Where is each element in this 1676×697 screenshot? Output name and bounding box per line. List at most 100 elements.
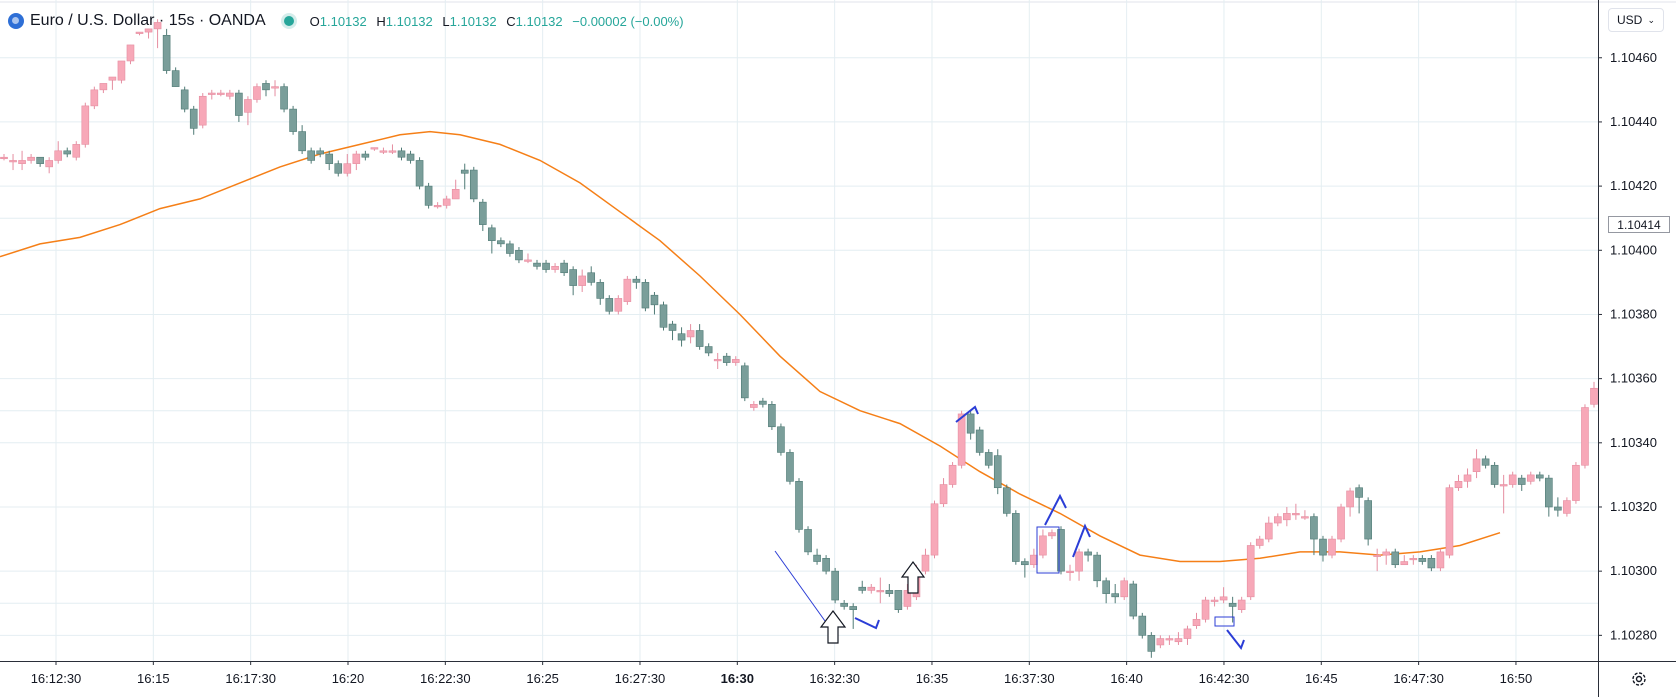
candle[interactable] xyxy=(1436,548,1445,572)
candle[interactable] xyxy=(370,147,379,151)
candle[interactable] xyxy=(1292,503,1300,520)
candle[interactable] xyxy=(686,324,695,344)
candle[interactable] xyxy=(1002,484,1011,517)
candle[interactable] xyxy=(939,478,948,507)
candle[interactable] xyxy=(18,150,26,171)
candle[interactable] xyxy=(1535,471,1544,482)
candle[interactable] xyxy=(1590,381,1598,408)
candle[interactable] xyxy=(668,320,677,341)
candle[interactable] xyxy=(352,150,361,171)
candle[interactable] xyxy=(244,96,252,126)
candle[interactable] xyxy=(587,266,596,286)
candle[interactable] xyxy=(126,44,135,65)
candle[interactable] xyxy=(72,141,81,161)
candle[interactable] xyxy=(1039,529,1047,559)
pen-stroke-drawing-4[interactable] xyxy=(854,617,880,630)
candle[interactable] xyxy=(27,154,35,164)
candle[interactable] xyxy=(1472,449,1481,479)
candle[interactable] xyxy=(415,157,424,190)
candle[interactable] xyxy=(1490,462,1499,488)
candle[interactable] xyxy=(1165,635,1174,645)
candle[interactable] xyxy=(858,580,867,594)
candle[interactable] xyxy=(948,462,957,488)
candle[interactable] xyxy=(759,397,767,408)
candle[interactable] xyxy=(488,224,496,254)
candle[interactable] xyxy=(966,410,975,440)
candle[interactable] xyxy=(921,548,930,575)
candle[interactable] xyxy=(460,163,469,190)
candle[interactable] xyxy=(1517,474,1526,491)
candle[interactable] xyxy=(379,147,388,155)
pen-stroke-drawing-5[interactable] xyxy=(1226,629,1245,651)
candle[interactable] xyxy=(614,295,623,315)
candle[interactable] xyxy=(1219,587,1228,604)
candle[interactable] xyxy=(677,327,686,347)
candle[interactable] xyxy=(1274,513,1282,527)
candle[interactable] xyxy=(1264,516,1273,543)
candle[interactable] xyxy=(1346,487,1354,517)
candle[interactable] xyxy=(1201,596,1210,623)
candle[interactable] xyxy=(406,150,415,164)
candle[interactable] xyxy=(153,19,162,49)
candle[interactable] xyxy=(217,89,225,97)
candle[interactable] xyxy=(885,583,894,597)
candle[interactable] xyxy=(36,156,44,167)
candle[interactable] xyxy=(632,275,641,289)
candle[interactable] xyxy=(786,449,794,485)
candle[interactable] xyxy=(1120,577,1129,601)
candle[interactable] xyxy=(849,603,858,629)
candle[interactable] xyxy=(1427,555,1436,572)
candle[interactable] xyxy=(1554,497,1562,517)
candle[interactable] xyxy=(1373,548,1381,572)
candle[interactable] xyxy=(1563,497,1571,517)
candle[interactable] xyxy=(1174,632,1183,645)
candle[interactable] xyxy=(0,154,8,161)
candle[interactable] xyxy=(451,179,460,200)
candle[interactable] xyxy=(162,28,171,74)
candle[interactable] xyxy=(1463,468,1472,488)
pen-stroke-drawing-1[interactable] xyxy=(955,405,979,423)
candle[interactable] xyxy=(750,401,758,411)
candle[interactable] xyxy=(813,548,821,565)
candle[interactable] xyxy=(54,141,63,164)
candle[interactable] xyxy=(9,154,17,171)
candle[interactable] xyxy=(1012,510,1020,565)
candle[interactable] xyxy=(650,291,659,315)
candle[interactable] xyxy=(795,478,803,533)
candle[interactable] xyxy=(569,266,577,296)
candle[interactable] xyxy=(659,301,668,331)
candle[interactable] xyxy=(1075,548,1083,581)
candle[interactable] xyxy=(975,426,984,456)
symbol-title[interactable]: Euro / U.S. Dollar · 15s · OANDA xyxy=(30,12,266,29)
candle[interactable] xyxy=(361,150,370,161)
candle[interactable] xyxy=(1301,510,1309,520)
candle[interactable] xyxy=(1156,635,1165,649)
candle[interactable] xyxy=(1255,535,1264,549)
candle[interactable] xyxy=(189,105,198,135)
candle[interactable] xyxy=(1328,535,1336,559)
candle[interactable] xyxy=(1183,625,1192,645)
arrow-up-outline-icon[interactable] xyxy=(900,560,926,594)
candle[interactable] xyxy=(704,343,713,357)
candle[interactable] xyxy=(469,166,478,203)
candle[interactable] xyxy=(876,577,885,604)
candle[interactable] xyxy=(343,154,352,177)
candle[interactable] xyxy=(1066,564,1074,581)
candle[interactable] xyxy=(578,269,586,292)
candle[interactable] xyxy=(804,526,812,556)
highlight-box-drawing-2[interactable] xyxy=(1214,616,1235,627)
candle[interactable] xyxy=(334,160,343,177)
candle[interactable] xyxy=(198,93,207,129)
candle[interactable] xyxy=(1138,612,1147,639)
candle[interactable] xyxy=(641,279,650,312)
candle[interactable] xyxy=(307,147,315,164)
candle[interactable] xyxy=(298,125,306,155)
candle[interactable] xyxy=(1084,548,1092,562)
candle[interactable] xyxy=(1355,484,1363,514)
candle[interactable] xyxy=(1409,555,1418,565)
candle[interactable] xyxy=(560,259,568,276)
moving-average-line[interactable] xyxy=(0,130,1501,563)
candle[interactable] xyxy=(993,449,1002,495)
candle[interactable] xyxy=(1319,535,1327,562)
